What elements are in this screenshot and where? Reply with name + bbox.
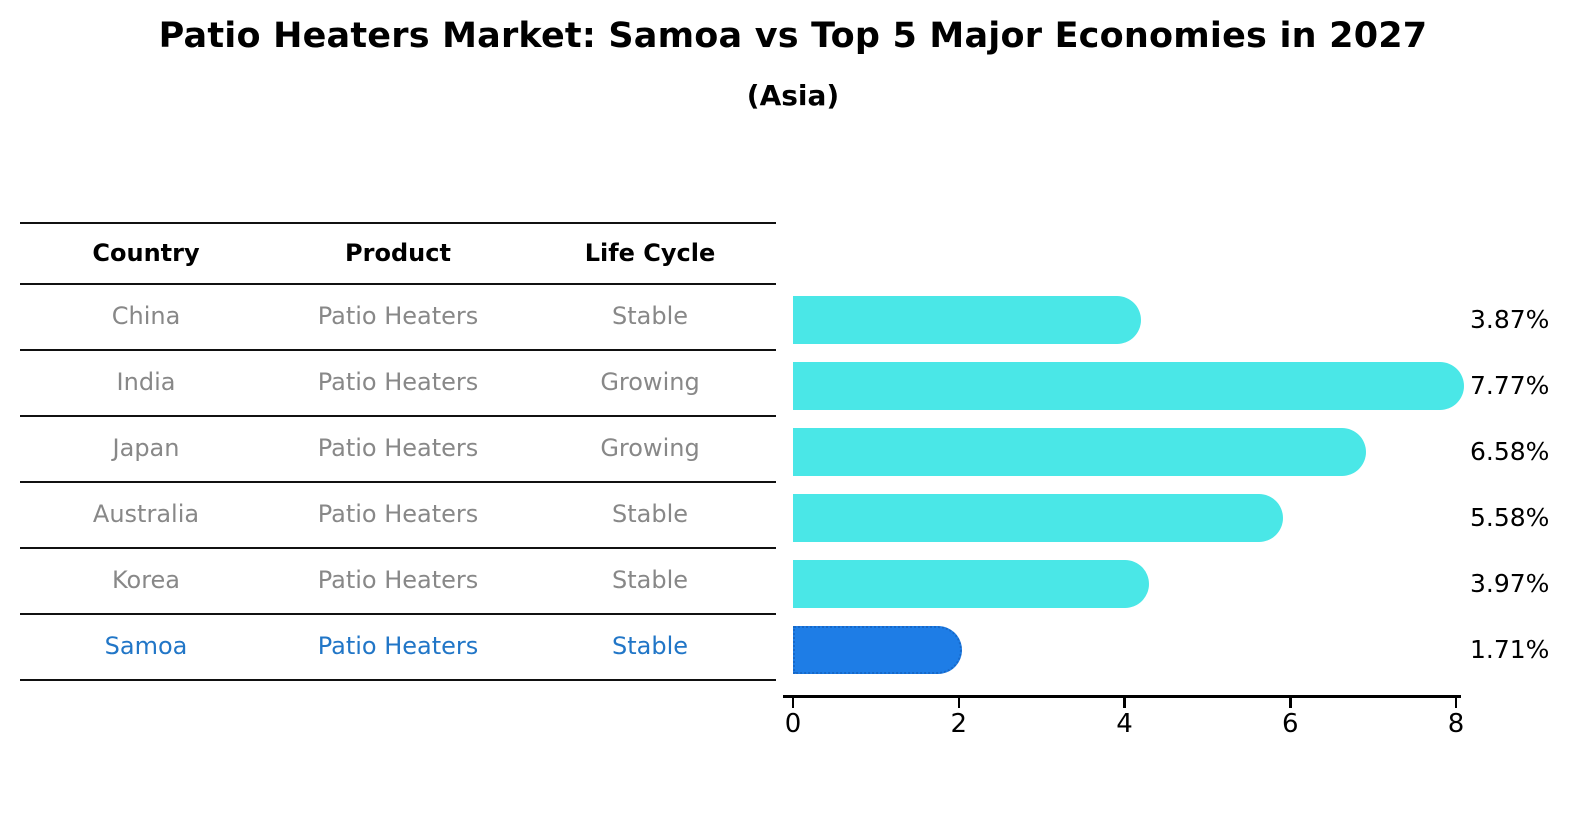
x-axis-tick-label: 4 [1116,709,1133,739]
lifecycle-cell: Stable [611,302,689,330]
country-cell: Japan [112,434,180,462]
product-cell: Patio Heaters [317,566,479,594]
country-cell: Australia [92,500,200,528]
country-cell: Korea [111,566,181,594]
table-row: Australia Patio Heaters Stable [20,483,776,549]
table-row: India Patio Heaters Growing [20,351,776,417]
x-axis-tick [957,698,960,708]
table-header-row: Country Product Life Cycle [20,224,776,285]
x-axis-line [783,695,1461,698]
x-axis-tick [1123,698,1126,708]
bar-chart-plot-area [783,222,1465,695]
product-cell: Patio Heaters [317,368,479,396]
column-header-lifecycle: Life Cycle [584,239,716,267]
country-cell: Samoa [104,632,188,660]
column-header-country: Country [92,239,200,267]
value-label-china: 3.87% [1470,305,1550,334]
bar-australia [793,494,1283,542]
x-axis-tick-label: 0 [784,709,802,739]
bar-japan [793,428,1366,476]
lifecycle-cell: Stable [611,632,689,660]
value-label-korea: 3.97% [1470,569,1550,598]
product-cell: Patio Heaters [317,302,479,330]
country-cell: China [111,302,181,330]
table-row: Japan Patio Heaters Growing [20,417,776,483]
bar-india [793,362,1465,410]
lifecycle-cell: Stable [611,566,689,594]
country-cell: India [116,368,176,396]
x-axis-tick-label: 6 [1281,709,1299,739]
value-label-india: 7.77% [1470,371,1550,400]
country-table: Country Product Life Cycle China Patio H… [20,222,776,681]
bar-samoa-highlight [793,626,962,674]
table-row: Korea Patio Heaters Stable [20,549,776,615]
chart-title: Patio Heaters Market: Samoa vs Top 5 Maj… [158,16,1428,56]
x-axis-tick [1289,698,1292,708]
x-axis-tick-label: 8 [1447,709,1465,739]
product-cell: Patio Heaters [317,500,479,528]
lifecycle-cell: Stable [611,500,689,528]
x-axis-tick-label: 2 [950,709,968,739]
bar-china [793,296,1141,344]
value-label-japan: 6.58% [1470,437,1550,466]
x-axis-tick [1454,698,1458,708]
table-row-highlight-samoa: Samoa Patio Heaters Stable [20,615,776,681]
table-row: China Patio Heaters Stable [20,285,776,351]
column-header-product: Product [345,239,451,267]
value-label-australia: 5.58% [1470,503,1550,532]
lifecycle-cell: Growing [600,368,700,396]
x-axis-tick [791,698,795,708]
bar-korea [793,560,1150,608]
value-label-samoa: 1.71% [1470,635,1550,664]
chart-subtitle: (Asia) [746,79,840,112]
product-cell: Patio Heaters [317,434,479,462]
lifecycle-cell: Growing [600,434,700,462]
product-cell: Patio Heaters [317,632,479,660]
